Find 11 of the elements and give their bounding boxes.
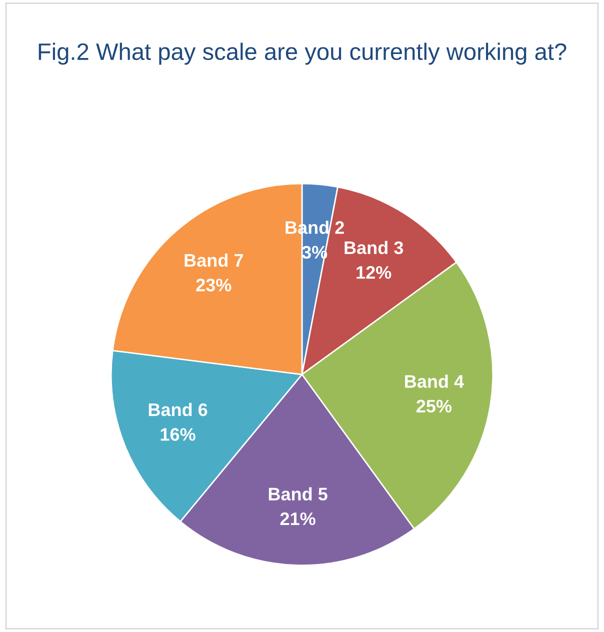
chart-title: Fig.2 What pay scale are you currently working at?	[38, 42, 566, 65]
data-label: 25%	[416, 400, 452, 413]
slice-label: Band 3	[344, 240, 404, 254]
slice-label: Band 6	[148, 402, 208, 416]
data-label: 12%	[356, 266, 392, 279]
slice-label: Band 4	[405, 374, 464, 388]
data-label: 21%	[280, 512, 316, 526]
data-label: 16%	[160, 428, 196, 441]
slice-label: Band 5	[268, 487, 328, 501]
data-label: 23%	[196, 278, 232, 292]
slice-label: Band 7	[184, 253, 243, 267]
